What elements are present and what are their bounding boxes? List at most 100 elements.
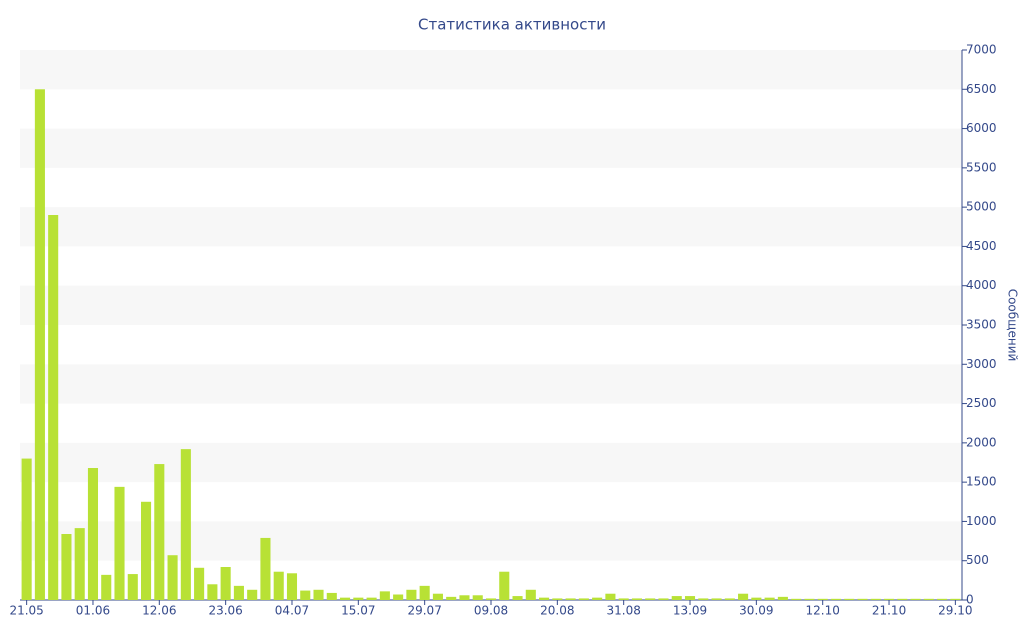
bar: [154, 464, 165, 600]
bar: [605, 593, 616, 600]
x-tick-label: 23.06: [208, 604, 242, 618]
bar: [897, 598, 908, 600]
y-tick-label: 3500: [966, 318, 997, 332]
x-tick-label: 12.06: [142, 604, 176, 618]
bar: [34, 89, 45, 601]
x-tick-label: 20.08: [540, 604, 574, 618]
bar: [141, 501, 152, 600]
y-tick-label: 2000: [966, 435, 997, 449]
x-tick-label: 29.10: [938, 604, 972, 618]
bar: [21, 458, 32, 600]
bar: [618, 598, 629, 600]
bar: [101, 574, 112, 600]
x-tick-label: 31.08: [606, 604, 640, 618]
bar: [432, 593, 443, 600]
bar: [645, 598, 656, 600]
x-tick-label: 13.09: [673, 604, 707, 618]
y-tick-label: 4000: [966, 278, 997, 292]
grid-band: [20, 50, 962, 90]
bar: [910, 598, 921, 600]
bar: [738, 593, 749, 600]
x-tick-label: 04.07: [275, 604, 309, 618]
bar: [499, 571, 510, 600]
bar: [233, 585, 244, 600]
bar: [167, 555, 178, 600]
bar: [791, 598, 802, 600]
x-tick-label: 01.06: [76, 604, 110, 618]
bar: [406, 589, 417, 600]
bar: [366, 597, 377, 600]
y-tick-label: 1500: [966, 475, 997, 489]
bar: [485, 598, 497, 600]
bar: [671, 596, 682, 600]
grid-band: [20, 207, 962, 247]
bar: [830, 598, 841, 600]
y-tick-label: 5500: [966, 160, 997, 174]
bar: [751, 597, 762, 600]
bar: [260, 537, 271, 600]
bar: [419, 585, 430, 600]
x-tick-label: 21.05: [9, 604, 43, 618]
grid-band: [20, 285, 962, 325]
x-tick-label: 29.07: [407, 604, 441, 618]
grid-band: [20, 128, 962, 168]
bar: [817, 598, 828, 600]
bar: [48, 215, 59, 600]
bar: [565, 598, 576, 600]
bar: [180, 449, 191, 600]
bar: [711, 598, 722, 600]
bar: [393, 594, 404, 600]
bar: [313, 589, 324, 600]
bar: [340, 597, 351, 600]
x-tick-label: 15.07: [341, 604, 375, 618]
bar: [379, 591, 390, 600]
y-tick-label: 5000: [966, 200, 997, 214]
bar: [127, 574, 138, 600]
bar: [923, 598, 934, 600]
bar: [578, 598, 589, 600]
bar: [804, 598, 815, 600]
y-axis-label: Сообщений: [1006, 289, 1020, 362]
bar: [273, 571, 284, 600]
bar: [950, 598, 961, 600]
grid-band: [20, 442, 962, 483]
bar: [658, 598, 669, 600]
bar: [61, 534, 72, 600]
y-tick-label: 4500: [966, 239, 997, 253]
bar: [777, 596, 788, 600]
y-tick-label: 1000: [966, 514, 997, 528]
y-tick-label: 6000: [966, 121, 997, 135]
x-tick-label: 21.10: [872, 604, 906, 618]
bar: [883, 598, 895, 600]
bar: [247, 589, 258, 600]
x-tick-label: 12.10: [806, 604, 840, 618]
bar: [74, 528, 85, 600]
bar: [631, 598, 642, 600]
bar: [937, 598, 948, 600]
y-tick-label: 2500: [966, 396, 997, 410]
bar: [194, 567, 205, 600]
y-tick-label: 7000: [966, 43, 997, 57]
bar: [512, 596, 523, 600]
bar: [724, 598, 735, 600]
bar: [698, 598, 709, 600]
chart-title: Статистика активности: [418, 16, 606, 34]
bar: [353, 597, 364, 600]
bar: [326, 592, 337, 600]
bar: [539, 597, 550, 600]
y-tick-label: 6500: [966, 82, 997, 96]
bar: [684, 596, 696, 600]
grid-band: [20, 364, 962, 404]
y-tick-label: 0: [966, 593, 974, 607]
bar: [472, 595, 483, 600]
bar: [207, 584, 218, 600]
bar: [592, 597, 603, 600]
grid-band: [20, 521, 962, 561]
bar: [220, 567, 231, 600]
bar: [300, 590, 311, 600]
y-tick-label: 3000: [966, 357, 997, 371]
x-tick-label: 09.08: [474, 604, 508, 618]
bar: [459, 595, 470, 600]
bar: [525, 589, 536, 600]
bar: [764, 597, 775, 600]
